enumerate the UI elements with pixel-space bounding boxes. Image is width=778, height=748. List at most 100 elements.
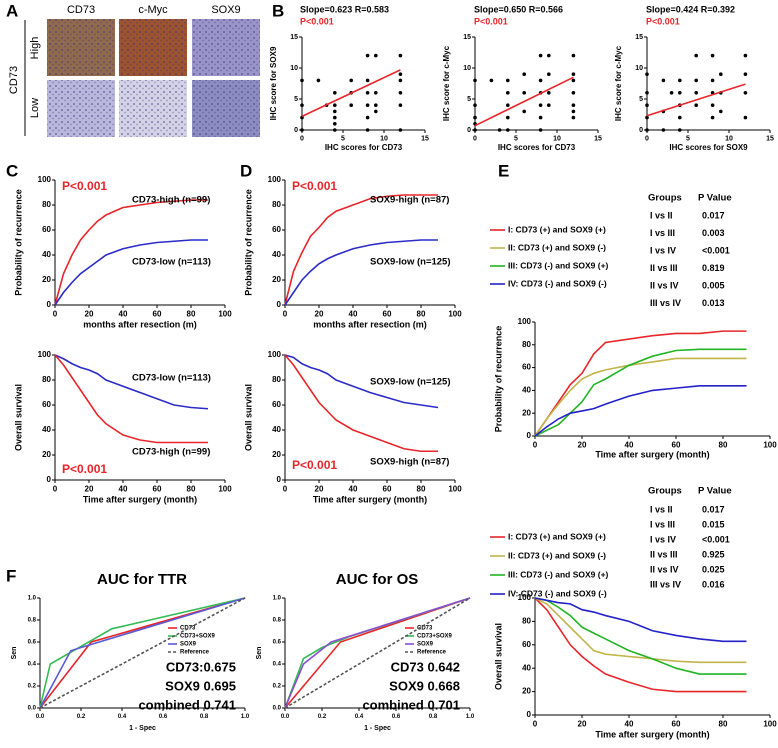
point [571,91,576,95]
table-cell: 0.017 [702,504,725,514]
table-cell: II vs III [650,263,678,273]
point [571,78,576,83]
y-tick-label: 20 [522,687,531,696]
point [333,122,337,126]
point [645,128,649,132]
point [300,78,304,83]
point [694,103,698,107]
x-axis-label: months after resection (m) [83,319,197,329]
x-tick-label: 80 [417,310,426,319]
table-cell: I vs III [650,228,675,238]
legend-label: Reference [417,650,447,656]
panel-label: A [6,1,18,20]
y-tick-label: 100 [518,593,532,602]
table-cell: 0.015 [702,519,725,529]
table-cell: 0.013 [702,298,725,308]
table-cell: 0.016 [702,579,725,589]
x-tick-label: 0 [283,310,288,319]
y-tick-label: 0 [47,475,52,484]
y-tick-label: 1.0 [28,596,37,602]
x-tick-label: 40 [349,485,358,494]
legend-label: SOX9 [180,642,197,648]
y-tick-label: 0.4 [273,662,282,668]
x-tick-label: 0.0 [281,714,290,720]
point [473,78,477,83]
x-tick-label: 15 [594,136,602,143]
point [571,115,576,120]
table-cell: II vs IV [650,280,679,290]
y-tick-label: 0.4 [28,662,37,668]
y-tick-label: 1.0 [273,596,282,602]
x-tick-label: 1.0 [241,714,250,720]
line [534,357,747,437]
series-label: SOX9-high (n=87) [370,457,449,468]
x-tick-label: 100 [218,310,232,319]
table-cell: 0.017 [702,210,725,220]
x-tick-label: 60 [672,720,681,729]
y-tick-label: 0 [639,127,643,134]
point [374,53,378,58]
y-tick-label: 40 [522,663,531,672]
point [333,109,337,114]
y-tick-label: 0.2 [273,684,282,690]
legend-label: I: CD73 (+) and SOX9 (+) [508,531,606,541]
point [365,53,370,58]
x-tick-label: 10 [553,136,561,143]
ihc-panel: CD73 c-Myc SOX9 CD73 High Low [8,4,260,137]
line [646,83,746,117]
x-tick-label: 0.8 [200,714,209,720]
x-axis-label: 1 - Spec [364,725,391,732]
line [284,354,438,453]
line [284,194,438,306]
point [473,103,477,107]
x-tick-label: 1.0 [466,714,475,720]
ihc-row: High [29,37,41,60]
x-tick-label: 100 [763,441,777,450]
series-label: CD73-high (n=99) [132,447,210,458]
legend-label: CD73+SOX9 [417,634,453,640]
y-tick-label: 100 [268,350,282,359]
line [534,330,747,437]
point [522,109,526,114]
x-tick-label: 0.4 [118,714,127,720]
line [534,597,747,664]
point [300,128,304,132]
table-header: P Value [698,486,732,497]
x-tick-label: 0 [645,136,649,143]
y-tick-label: 80 [272,200,281,209]
point [506,115,510,120]
y-tick-label: 80 [522,340,531,349]
annotation: Slope=0.424 R=0.392 [646,4,735,14]
point [506,78,510,83]
series-label: SOX9-low (n=125) [370,257,451,268]
x-tick-label: 10 [380,136,388,143]
point [645,91,649,95]
x-tick-label: 0 [533,441,538,450]
point [538,115,543,120]
y-tick-label: 60 [272,400,281,409]
chart-title: AUC for OS [336,571,419,588]
table-cell: I vs II [650,504,673,514]
y-tick-label: 20 [42,450,51,459]
point [571,53,576,58]
point [538,103,543,107]
table-cell: 0.003 [702,228,725,238]
point [571,103,576,107]
annotation: CD73:0.675 [166,659,236,674]
x-tick-label: 0.2 [77,714,86,720]
line [54,354,209,410]
point [743,91,748,95]
x-tick-label: 80 [719,720,728,729]
point [694,78,698,83]
line [39,597,246,709]
line [301,69,401,118]
point [710,78,715,83]
point [645,115,649,120]
point [300,103,304,107]
table-cell: 0.925 [702,549,725,559]
y-tick-label: 20 [522,408,531,417]
line [54,239,208,306]
series-label: SOX9-high (n=87) [370,195,449,206]
annotation: P<0.001 [300,16,334,26]
table-header: P Value [698,193,732,204]
